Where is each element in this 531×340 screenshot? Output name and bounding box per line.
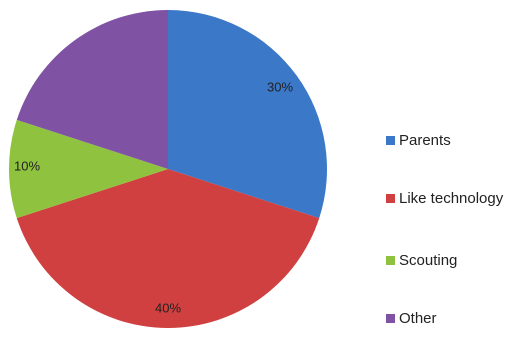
legend-swatch: [386, 194, 395, 203]
pie-slice-scouting: [8, 119, 169, 219]
slice-data-label: 30%: [267, 79, 293, 94]
legend: Parents Like technology Scouting Other: [386, 0, 531, 340]
legend-swatch: [386, 314, 395, 323]
legend-label: Scouting: [399, 252, 458, 269]
legend-item: Other: [386, 310, 437, 327]
pie-slice-like-technology: [16, 169, 320, 328]
legend-label: Like technology: [399, 190, 504, 207]
slice-data-label: 40%: [155, 300, 181, 315]
pie-slice-other: [16, 10, 168, 169]
legend-swatch: [386, 256, 395, 265]
legend-label: Parents: [399, 132, 451, 149]
legend-item: Scouting: [386, 252, 457, 269]
pie-chart: 30% 40% 10%: [8, 10, 327, 328]
legend-item: Like technology: [386, 190, 503, 207]
pie-slice-parents: [168, 10, 327, 219]
legend-swatch: [386, 136, 395, 145]
legend-label: Other: [399, 310, 437, 327]
legend-item: Parents: [386, 132, 451, 149]
slice-data-label: 10%: [14, 158, 40, 173]
